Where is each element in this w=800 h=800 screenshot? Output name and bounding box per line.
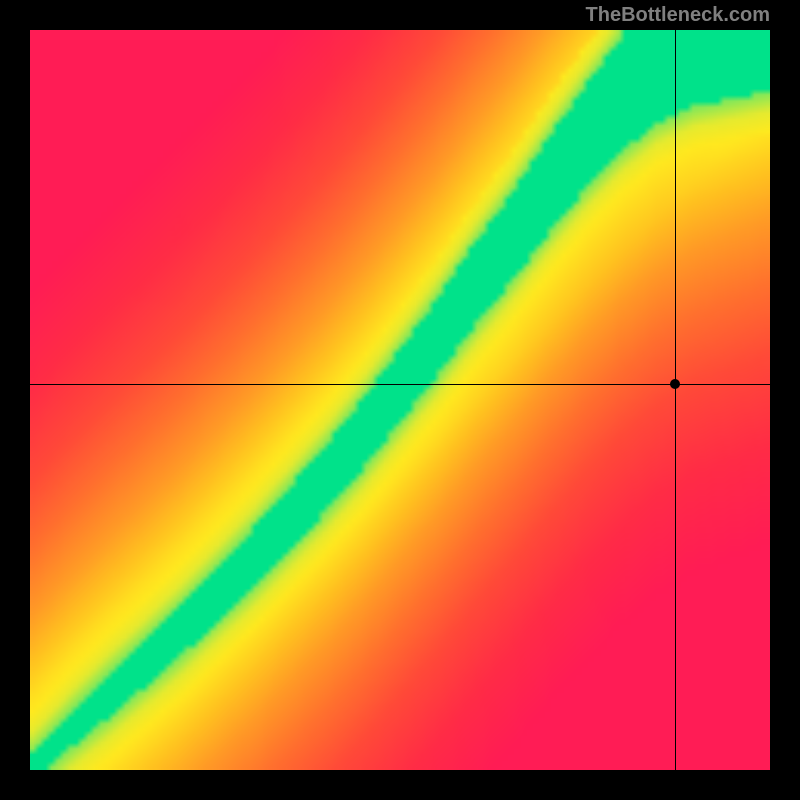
crosshair-vertical	[675, 30, 676, 770]
watermark-text: TheBottleneck.com	[586, 4, 770, 27]
crosshair-horizontal	[30, 384, 770, 385]
heatmap-chart	[30, 30, 770, 770]
marker-point	[670, 379, 680, 389]
heatmap-canvas	[30, 30, 770, 770]
